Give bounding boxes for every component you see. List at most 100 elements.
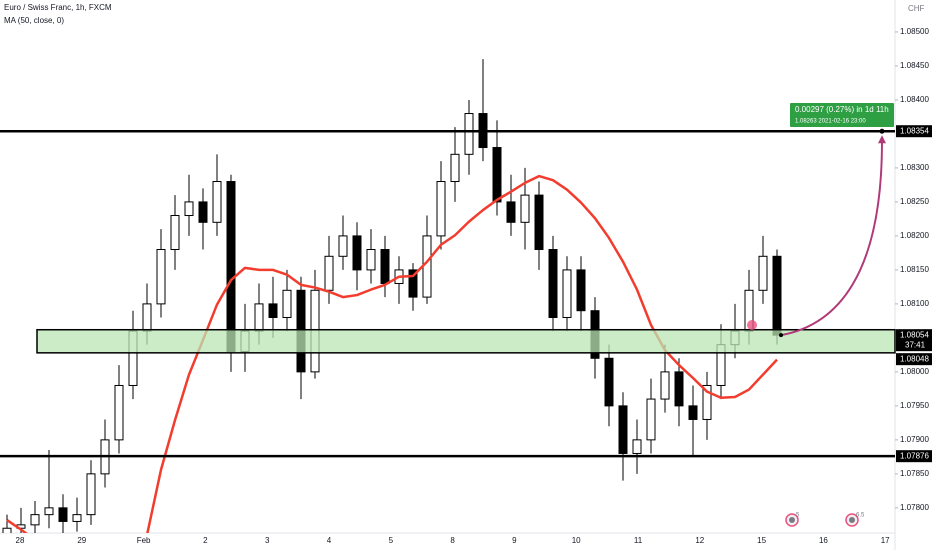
- event-icon-inner: [849, 517, 855, 523]
- event-count: 6.5: [856, 513, 865, 519]
- candle-body: [422, 235, 432, 298]
- y-tick-label: 1.08250: [900, 197, 929, 206]
- y-tick-label: 1.08400: [900, 95, 929, 104]
- candle-body: [324, 255, 334, 291]
- candle-body: [30, 514, 40, 526]
- candle-body: [520, 194, 530, 223]
- candle-body: [114, 384, 124, 441]
- x-tick-label: 4: [327, 536, 332, 545]
- candle-body: [660, 371, 670, 400]
- arrow-head: [878, 135, 886, 144]
- last-price-label: 1.08054: [900, 330, 929, 339]
- event-icon-inner: [789, 517, 795, 523]
- level-label: 1.07876: [900, 451, 929, 460]
- candle-body: [268, 303, 278, 318]
- level-label-box: [896, 125, 932, 138]
- y-tick-label: 1.08300: [900, 163, 929, 172]
- candle-body: [170, 215, 180, 251]
- candle-body: [450, 153, 460, 183]
- marker-dot: [747, 320, 757, 330]
- event-count: 5: [796, 513, 800, 519]
- x-tick-label: 17: [881, 536, 890, 545]
- y-tick-label: 1.07850: [900, 469, 929, 478]
- candle-body: [758, 255, 768, 291]
- x-tick-label: 16: [819, 536, 828, 545]
- x-tick-label: 11: [634, 536, 643, 545]
- candle-body: [772, 255, 782, 336]
- candle-body: [548, 249, 558, 318]
- x-tick-label: 3: [265, 536, 270, 545]
- candle-body: [492, 147, 502, 203]
- indicator-label: MA (50, close, 0): [4, 16, 64, 25]
- candle-body: [408, 269, 418, 298]
- x-tick-label: Feb: [137, 536, 151, 545]
- x-tick-label: 15: [757, 536, 766, 545]
- y-tick-label: 1.07800: [900, 503, 929, 512]
- candle-body: [58, 507, 68, 522]
- candle-body: [576, 269, 586, 312]
- y-tick-label: 1.07900: [900, 435, 929, 444]
- last-price-box: [896, 329, 932, 352]
- candle-body: [352, 235, 362, 271]
- candle-body: [282, 289, 292, 318]
- y-tick-label: 1.08000: [900, 367, 929, 376]
- x-tick-label: 28: [16, 536, 25, 545]
- y-tick-label: 1.08100: [900, 299, 929, 308]
- candle-body: [86, 473, 96, 516]
- candle-body: [688, 405, 698, 420]
- candle-body: [254, 303, 264, 332]
- y-tick-label: 1.08150: [900, 265, 929, 274]
- candle-body: [156, 249, 166, 305]
- candle-body: [562, 269, 572, 318]
- y-tick-label: 1.08200: [900, 231, 929, 240]
- ma-price-label: 1.08048: [900, 354, 929, 363]
- candle-body: [436, 181, 446, 237]
- candle-body: [142, 303, 152, 332]
- level-label-box: [896, 450, 932, 463]
- y-tick-label: 1.08500: [900, 27, 929, 36]
- arrow-end: [879, 128, 885, 134]
- currency: CHF: [908, 4, 925, 13]
- candle-body: [506, 201, 516, 223]
- x-tick-label: 29: [77, 536, 86, 545]
- chart-title: Euro / Swiss Franc, 1h, FXCM: [4, 3, 112, 12]
- candle-body: [44, 507, 54, 516]
- x-tick-label: 2: [203, 536, 208, 545]
- projection-arrow: [780, 141, 883, 337]
- candle-body: [212, 181, 222, 223]
- candle-body: [198, 201, 208, 223]
- x-tick-label: 8: [450, 536, 455, 545]
- countdown: 37:41: [905, 340, 926, 349]
- candle-body: [632, 439, 642, 454]
- x-tick-label: 12: [695, 536, 704, 545]
- candle-body: [380, 249, 390, 284]
- candle-body: [646, 398, 656, 441]
- candle-body: [702, 384, 712, 420]
- candle-body: [464, 113, 474, 155]
- level-label: 1.08354: [900, 126, 929, 135]
- moving-average: [6, 174, 778, 533]
- x-tick-label: 5: [389, 536, 394, 545]
- candle-body: [72, 514, 82, 522]
- arrow-start: [779, 333, 783, 338]
- candle-body: [366, 249, 376, 271]
- y-tick-label: 1.08450: [900, 61, 929, 70]
- x-tick-label: 10: [572, 536, 581, 545]
- candle-body: [618, 405, 628, 454]
- ma-price-box: [896, 353, 932, 366]
- y-tick-label: 1.07950: [900, 401, 929, 410]
- measure-detail: 1.08263 2021-02-16 23:00: [795, 119, 866, 125]
- measure-box: [790, 103, 894, 127]
- x-tick-label: 9: [512, 536, 517, 545]
- candle-body: [534, 194, 544, 251]
- candle-body: [674, 371, 684, 407]
- support-zone: [36, 328, 896, 354]
- candle-body: [338, 235, 348, 257]
- candle-body: [184, 201, 194, 217]
- candle-body: [226, 181, 236, 352]
- measure-text: 0.00297 (0.27%) in 1d 11h: [795, 105, 889, 114]
- candle-body: [604, 357, 614, 407]
- candle-body: [2, 527, 12, 533]
